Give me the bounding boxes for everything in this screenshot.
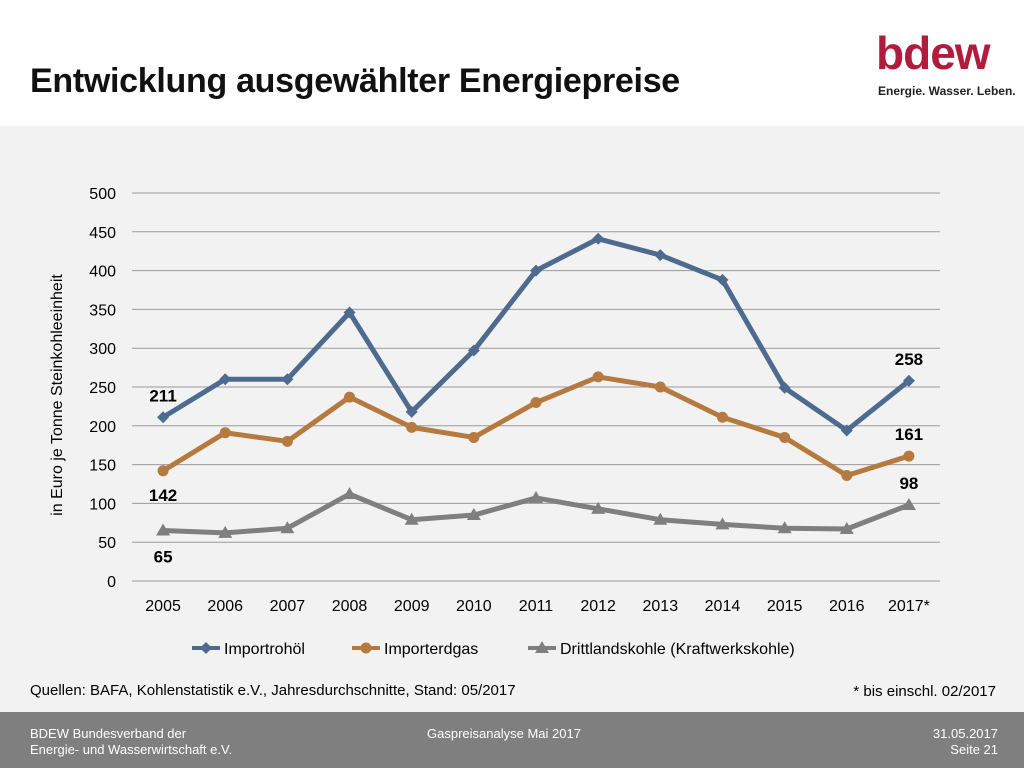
data-point — [591, 501, 606, 514]
legend-label: Drittlandskohle (Kraftwerkskohle) — [560, 641, 795, 658]
logo-tagline: Energie. Wasser. Leben. — [878, 84, 1016, 98]
data-point — [716, 411, 728, 423]
data-point — [839, 522, 854, 535]
x-tick-label: 2005 — [145, 598, 181, 615]
x-tick-label: 2008 — [332, 598, 368, 615]
footer-meta: 31.05.2017 Seite 21 — [933, 726, 998, 758]
x-tick-label: 2007 — [270, 598, 306, 615]
data-point — [592, 232, 605, 245]
y-axis-label: in Euro je Tonne Steinkohleeinheit — [49, 274, 66, 516]
x-tick-label: 2016 — [829, 598, 865, 615]
data-point — [219, 373, 232, 386]
y-tick-label: 0 — [107, 574, 116, 591]
source-note: Quellen: BAFA, Kohlenstatistik e.V., Jah… — [30, 682, 516, 699]
data-point — [903, 450, 915, 462]
y-tick-label: 50 — [98, 535, 116, 552]
footer-org-line1: BDEW Bundesverband der — [30, 726, 187, 741]
data-point — [902, 374, 915, 387]
x-tick-label: 2012 — [580, 598, 616, 615]
data-point — [219, 427, 231, 439]
legend-marker — [360, 642, 372, 654]
data-point — [218, 525, 233, 538]
x-tick-label: 2010 — [456, 598, 492, 615]
data-point — [157, 465, 169, 477]
data-label: 161 — [895, 425, 923, 444]
data-point — [778, 381, 791, 394]
footer-document-title: Gaspreisanalyse Mai 2017 — [427, 726, 581, 741]
y-tick-label: 400 — [89, 264, 116, 281]
data-label: 258 — [895, 350, 923, 369]
data-point — [901, 497, 916, 510]
data-point — [343, 306, 356, 319]
x-tick-label: 2015 — [767, 598, 803, 615]
x-tick-label: 2014 — [705, 598, 741, 615]
data-point — [530, 264, 542, 277]
data-point — [406, 421, 418, 433]
y-tick-label: 100 — [89, 496, 116, 513]
footnote: * bis einschl. 02/2017 — [853, 683, 996, 700]
data-label: 211 — [149, 386, 176, 405]
data-point — [281, 373, 294, 386]
data-point — [654, 381, 666, 393]
data-point — [779, 431, 791, 443]
y-tick-label: 250 — [89, 380, 116, 397]
line-chart: 0 50 100 150 200 250 300 350 400 450 500 2005 2006 20… — [49, 186, 940, 658]
data-point — [467, 344, 480, 357]
data-point — [342, 487, 357, 500]
data-point — [777, 521, 792, 534]
data-point — [466, 508, 481, 521]
data-label: 98 — [899, 474, 918, 493]
data-point — [840, 424, 853, 437]
data-point — [404, 512, 419, 525]
data-point — [405, 405, 418, 418]
data-point — [653, 512, 668, 525]
legend-marker — [535, 641, 549, 653]
y-tick-label: 150 — [89, 458, 116, 475]
data-point — [529, 490, 543, 503]
y-tick-label: 350 — [89, 302, 116, 319]
x-tick-label: 2013 — [643, 598, 679, 615]
data-label: 65 — [154, 548, 173, 567]
data-point — [841, 469, 853, 481]
bdew-logo: bdew Energie. Wasser. Leben. — [876, 27, 1016, 104]
data-point — [468, 431, 480, 443]
x-tick-label: 2009 — [394, 598, 430, 615]
data-point — [281, 435, 293, 447]
data-point — [280, 521, 295, 534]
data-point — [592, 371, 604, 383]
data-point — [156, 523, 171, 536]
footer-bar: BDEW Bundesverband der Energie- und Wass… — [0, 712, 1024, 768]
y-tick-label: 300 — [89, 341, 116, 358]
footer-organization: BDEW Bundesverband der Energie- und Wass… — [30, 726, 232, 758]
footer-date: 31.05.2017 — [932, 726, 998, 741]
data-point — [654, 249, 667, 262]
logo-wordmark: bdew — [876, 27, 991, 79]
data-point — [716, 273, 729, 286]
data-point — [344, 391, 356, 403]
legend-label: Importrohöl — [224, 641, 305, 658]
data-point — [157, 411, 170, 424]
x-tick-label: 2011 — [519, 598, 554, 615]
footer-org-line2: Energie- und Wasserwirtschaft e.V. — [30, 742, 233, 757]
chart-panel — [0, 126, 1024, 712]
data-point — [715, 517, 730, 530]
data-label: 142 — [149, 486, 177, 505]
x-tick-label: 2017* — [888, 598, 930, 615]
page-title: Entwicklung ausgewählter Energiepreise — [30, 62, 680, 100]
footer-page-number: Seite 21 — [950, 742, 998, 757]
y-tick-label: 200 — [89, 419, 116, 436]
y-tick-label: 500 — [89, 186, 116, 203]
x-tick-label: 2006 — [207, 598, 243, 615]
legend-marker — [200, 642, 212, 654]
data-point — [530, 397, 542, 409]
y-tick-label: 450 — [89, 225, 116, 242]
legend-label: Importerdgas — [384, 641, 478, 658]
